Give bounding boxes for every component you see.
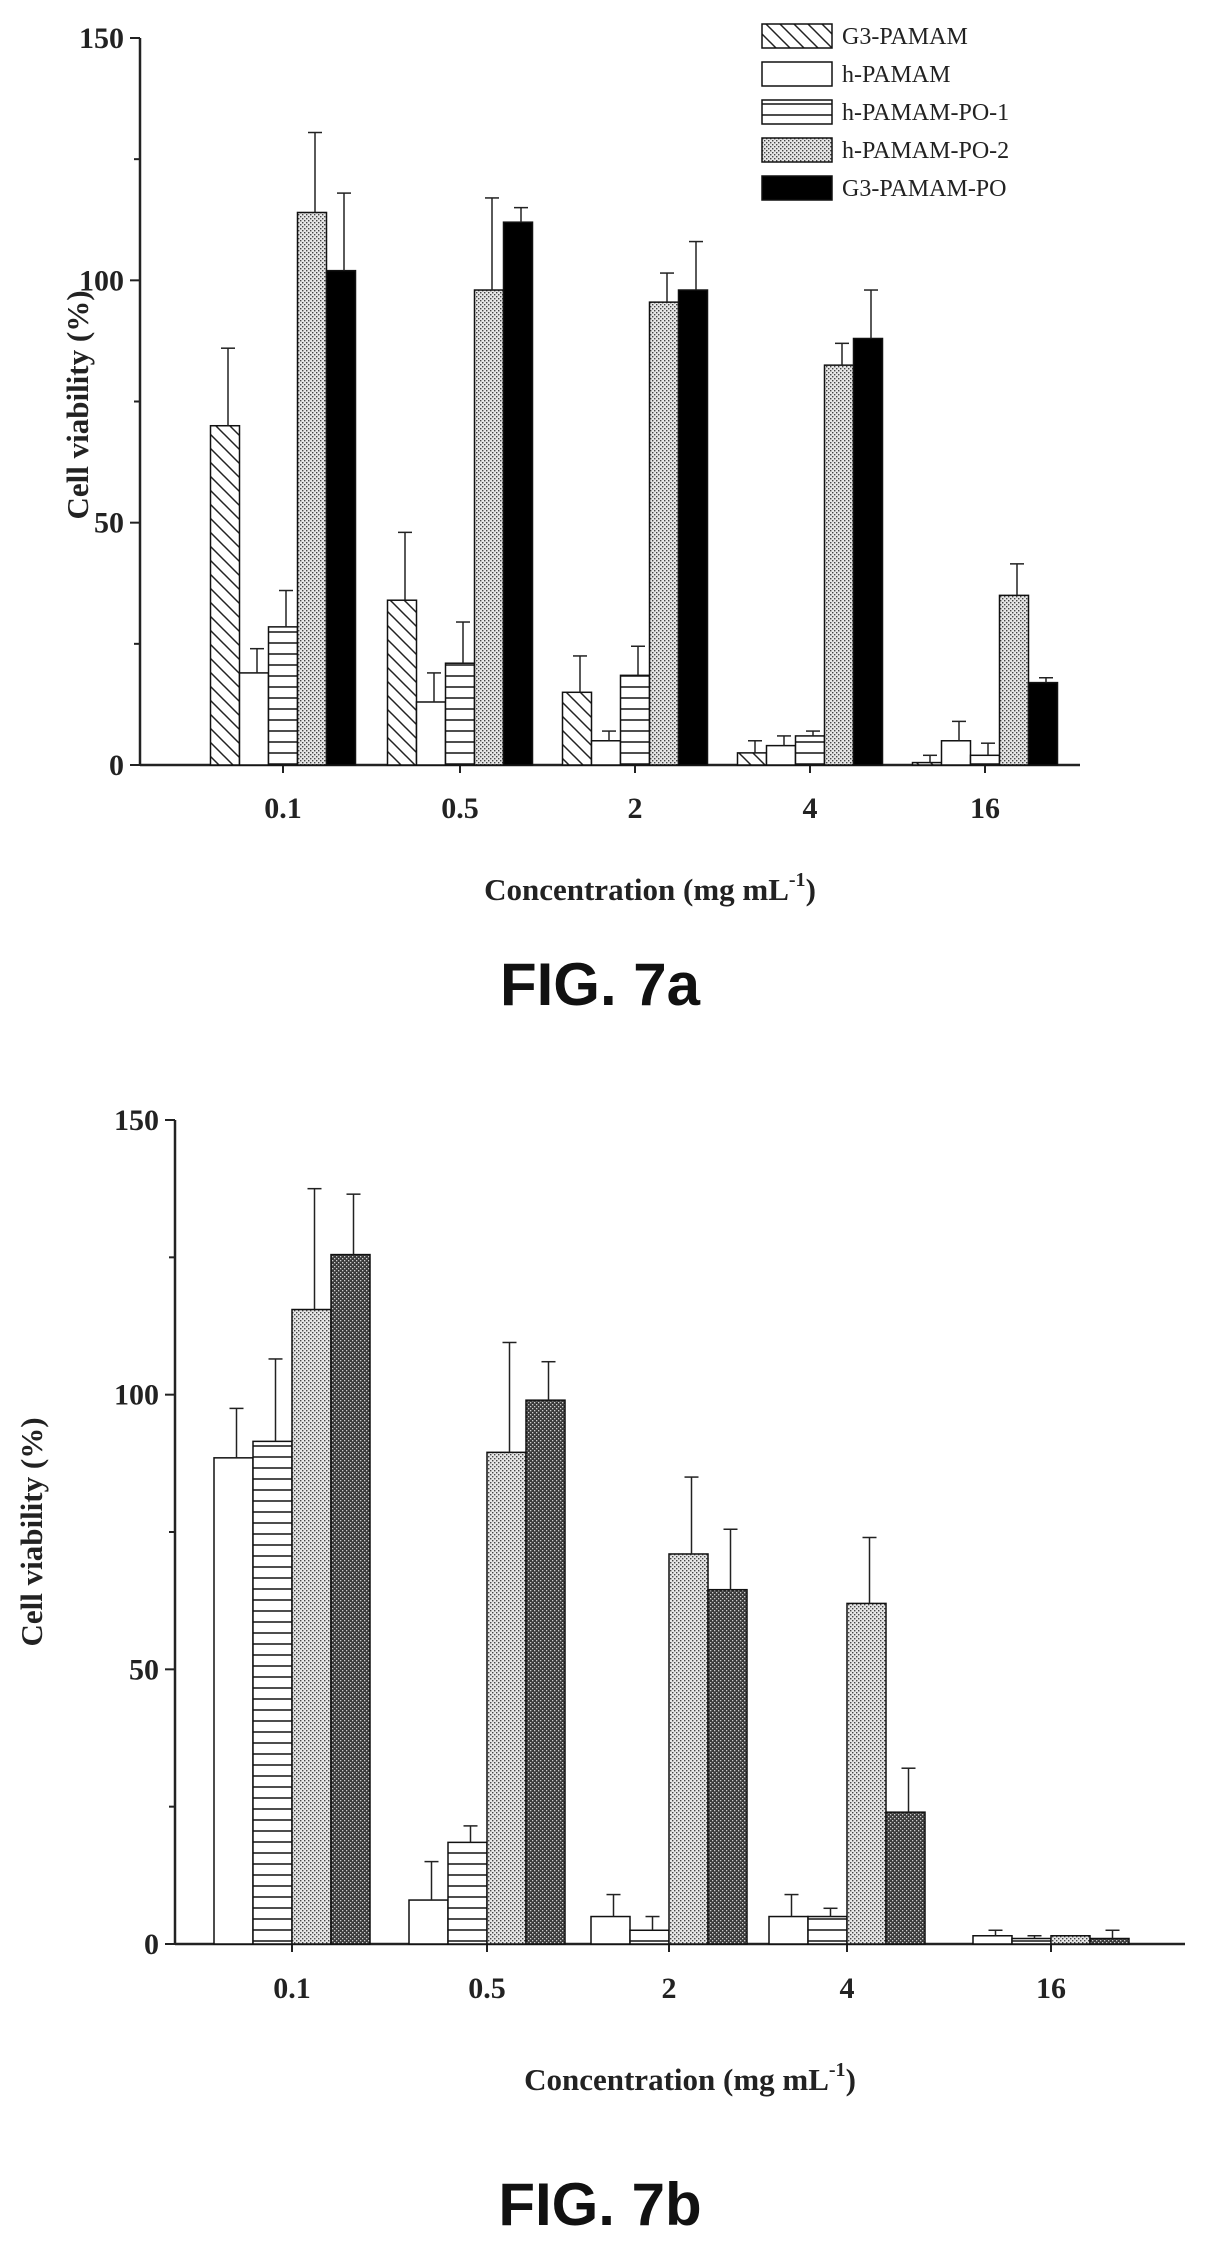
bar [590,740,622,766]
bar [969,754,1001,766]
x-axis-label-exponent: -1 [829,2059,846,2081]
bar [473,289,505,766]
y-tick-label: 0 [144,1928,159,1961]
x-axis-label-close: ) [806,872,816,907]
legend-swatch [761,23,833,49]
y-tick-label: 150 [114,1104,159,1137]
x-axis-label-text: Concentration (mg mL [484,872,789,907]
bar [415,701,447,766]
y-tick-label: 150 [79,22,124,55]
bar [807,1915,848,1945]
y-tick-label: 50 [129,1653,159,1686]
bar [972,1935,1013,1945]
x-axis-label: Concentration (mg mL-1) [524,2059,856,2097]
x-tick-label: 4 [840,1972,855,2005]
bars [209,131,1059,766]
bar [525,1399,566,1945]
bar [911,761,943,766]
legend-label: G3-PAMAM [842,24,968,50]
bar [852,337,884,766]
bar [238,672,270,766]
bar [707,1588,748,1945]
bar [325,269,357,766]
y-tick-label: 100 [79,264,124,297]
bar [386,599,418,766]
x-axis-label-exponent: -1 [789,869,806,891]
legend: G3-PAMAM h-PAMAM h-PAMAM-PO-1 h-PAMAM-PO-2 G… [761,23,1009,202]
bar [590,1915,631,1945]
bar [668,1553,709,1945]
bar [619,674,651,766]
bar [252,1440,293,1945]
x-tick-label: 0.1 [264,792,302,825]
bar [846,1602,887,1945]
bar [486,1451,527,1945]
bar [1050,1935,1091,1945]
legend-label: h-PAMAM-PO-1 [842,100,1009,126]
chart-fig-7a: 0 50 100 150 0.1 0.5 2 4 16 G3-PAMAM h-PAMAM h-PAM… [60,22,1080,1018]
bar [1011,1937,1052,1945]
bar [940,740,972,766]
bar [648,301,680,766]
y-tick-label: 50 [94,507,124,540]
bar [885,1811,926,1945]
bar [736,752,768,766]
x-tick-label: 2 [662,1972,677,2005]
y-ticks: 0 50 100 150 0.1 0.5 2 4 16 [114,1104,1066,2005]
x-axis-label-text: Concentration (mg mL [524,2062,829,2097]
bar [629,1929,670,1945]
figure-caption: FIG. 7a [500,951,701,1018]
x-tick-label: 16 [970,792,1000,825]
bar [408,1899,449,1945]
bar [444,662,476,766]
x-tick-label: 4 [803,792,818,825]
bar [768,1915,809,1945]
legend-swatch [761,137,833,163]
bar [330,1253,371,1945]
x-axis-label-close: ) [846,2062,856,2097]
bars [213,1187,1130,1945]
bar [1089,1937,1130,1945]
bar [561,691,593,766]
bar [1027,681,1059,766]
bar [502,221,534,766]
bar [267,626,299,766]
x-axis-label: Concentration (mg mL-1) [484,869,816,907]
x-tick-label: 0.5 [468,1972,506,2005]
y-axis-label: Cell viability (%) [60,290,95,519]
y-tick-label: 0 [109,749,124,782]
chart-fig-7b: 0 50 100 150 0.1 0.5 2 4 16 Cell viability (%) C… [14,1104,1185,2238]
figure-caption: FIG. 7b [498,2171,701,2238]
bar [794,735,826,766]
legend-swatch [761,175,833,201]
y-axis-label: Cell viability (%) [14,1417,49,1646]
bar [998,594,1030,766]
y-ticks: 0 50 100 150 0.1 0.5 2 4 16 [79,22,1000,825]
x-tick-label: 0.1 [273,1972,311,2005]
legend-label: h-PAMAM-PO-2 [842,138,1009,164]
bar [291,1308,332,1945]
x-tick-label: 2 [628,792,643,825]
legend-label: h-PAMAM [842,62,950,88]
bar [823,364,855,766]
bar [447,1841,488,1945]
bar [765,744,797,766]
legend-swatch [761,99,833,125]
bar [209,424,241,766]
legend-swatch [761,61,833,87]
x-tick-label: 16 [1036,1972,1066,2005]
bar [677,289,709,766]
y-tick-label: 100 [114,1379,159,1412]
x-tick-label: 0.5 [441,792,479,825]
legend-label: G3-PAMAM-PO [842,176,1006,202]
bar [296,211,328,766]
bar [213,1457,254,1945]
